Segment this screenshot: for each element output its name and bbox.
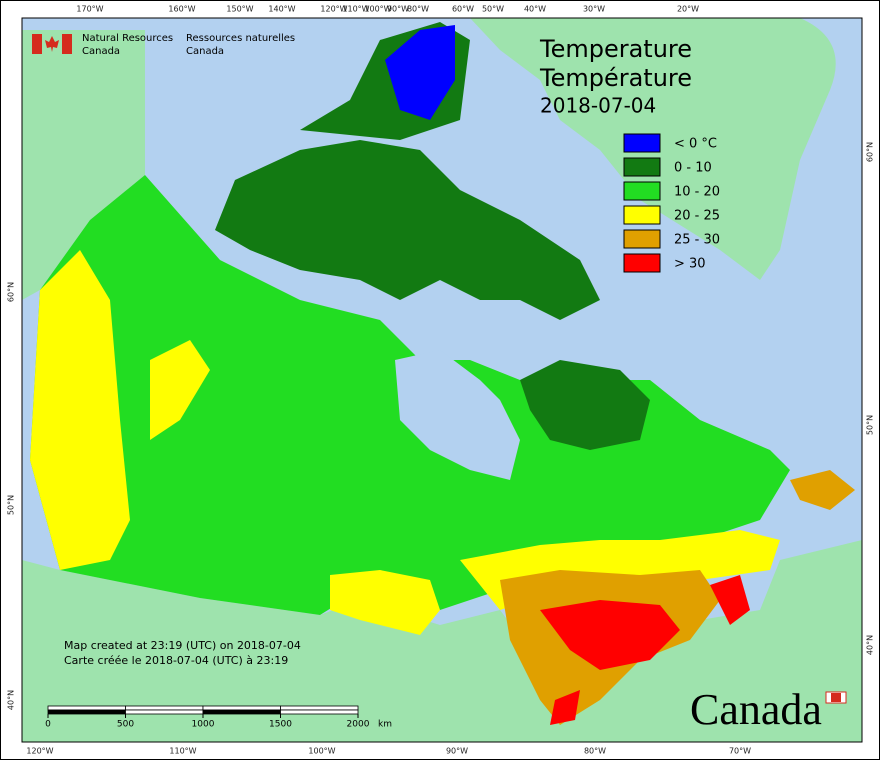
scale-label: 2000 (347, 720, 370, 730)
legend-swatch (623, 181, 661, 201)
scale-segment (125, 709, 204, 715)
legend-label: 25 - 30 (674, 233, 720, 248)
zone-above-30-swo (550, 690, 580, 725)
title: Temperature (539, 35, 692, 63)
zone-above-30-nb (710, 575, 750, 625)
alaska (22, 30, 145, 300)
scale-segment (47, 705, 126, 711)
scale-segment (202, 709, 281, 715)
agency-en: Natural Resources (82, 33, 173, 44)
zone-below-0 (385, 25, 455, 120)
scale-segment (47, 709, 126, 715)
graticule-label: 70°W (729, 747, 751, 756)
agency-fr: Ressources naturelles (186, 33, 295, 44)
zone-above-30 (540, 600, 680, 670)
flag-leaf (45, 36, 59, 52)
graticule-label: 60°N (866, 142, 875, 162)
legend-swatch (623, 229, 661, 249)
legend-label: < 0 °C (674, 137, 717, 152)
scale-label: 1000 (192, 720, 215, 730)
graticule-label: 60°W (452, 5, 474, 14)
legend-label: 20 - 25 (674, 209, 720, 224)
graticule-label: 40°N (7, 690, 16, 710)
scale-label: 1500 (269, 720, 292, 730)
graticule-label: 90°W (387, 5, 409, 14)
credit: Carte créée le 2018-07-04 (UTC) à 23:19 (64, 654, 288, 667)
zone-0-10-ungava (520, 360, 650, 450)
graticule-label: 40°W (524, 5, 546, 14)
map-body (22, 18, 862, 742)
wordmark: Canada (690, 685, 822, 734)
graticule-label: 110°W (169, 747, 196, 756)
scale-segment (202, 705, 281, 711)
graticule-label: 160°W (168, 5, 195, 14)
graticule-label: 80°W (584, 747, 606, 756)
graticule-label: 100°W (364, 5, 391, 14)
legend-label: > 30 (674, 257, 706, 272)
agency-signature (32, 34, 72, 54)
scale-segment (280, 705, 359, 711)
graticule-label: 100°W (308, 747, 335, 756)
zone-20-25-ab (150, 340, 210, 440)
graticule-label: 120°W (26, 747, 53, 756)
hudson-bay (395, 350, 520, 480)
title: Température (539, 64, 692, 92)
graticule-label: 20°W (677, 5, 699, 14)
graticule-label: 50°N (7, 495, 16, 515)
agency-en: Canada (82, 46, 120, 57)
wordmark-flag (831, 693, 841, 702)
scale-segment (280, 709, 359, 715)
scale-label: 0 (45, 720, 51, 730)
flag-bar (62, 34, 72, 54)
legend-swatch (623, 133, 661, 153)
legend-swatch (623, 157, 661, 177)
scale-segment (125, 705, 204, 711)
credit: Map created at 23:19 (UTC) on 2018-07-04 (64, 639, 301, 652)
zone-0-10-arctic (215, 140, 600, 320)
graticule-label: 60°N (7, 282, 16, 302)
scale-label: 500 (117, 720, 134, 730)
legend-label: 0 - 10 (674, 161, 712, 176)
legend-swatch (623, 205, 661, 225)
graticule-label: 120°W (320, 5, 347, 14)
graticule-label: 110°W (342, 5, 369, 14)
graticule-label: 90°W (446, 747, 468, 756)
agency-fr: Canada (186, 46, 224, 57)
scale-unit: km (378, 720, 392, 730)
graticule-label: 40°N (866, 635, 875, 655)
zone-20-25-prairie (330, 570, 440, 635)
flag-bar (32, 34, 42, 54)
zone-25-30-nf (790, 470, 855, 510)
graticule-label: 170°W (76, 5, 103, 14)
legend-swatch (623, 253, 661, 273)
usa (22, 540, 862, 742)
graticule-label: 50°W (482, 5, 504, 14)
map-border (21, 17, 863, 743)
graticule-label: 150°W (226, 5, 253, 14)
date: 2018-07-04 (540, 94, 656, 118)
graticule-label: 50°N (866, 415, 875, 435)
graticule-label: 140°W (268, 5, 295, 14)
graticule-label: 80°W (407, 5, 429, 14)
legend-label: 10 - 20 (674, 185, 720, 200)
zone-20-25-bc (30, 250, 130, 570)
graticule-label: 30°W (583, 5, 605, 14)
